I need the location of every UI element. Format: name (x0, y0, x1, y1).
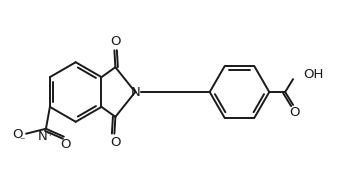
Text: O: O (12, 128, 22, 141)
Text: N⁺: N⁺ (38, 130, 54, 143)
Text: O: O (289, 106, 299, 119)
Text: N: N (130, 86, 140, 99)
Text: OH: OH (303, 68, 323, 81)
Text: O: O (110, 35, 121, 48)
Text: ⁻: ⁻ (19, 137, 25, 147)
Text: O: O (110, 136, 121, 149)
Text: O: O (61, 138, 71, 151)
